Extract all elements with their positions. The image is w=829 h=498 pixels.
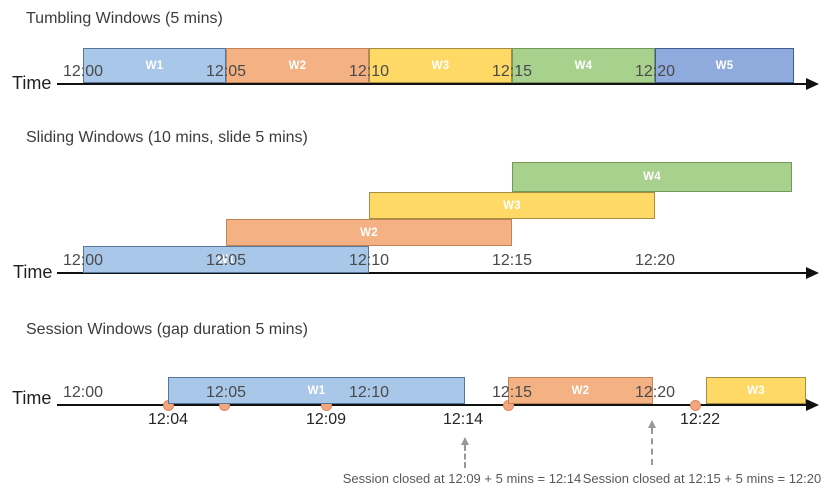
window-label: W3	[747, 384, 765, 397]
axis-arrowhead-icon	[806, 399, 819, 411]
window-label: W2	[360, 226, 378, 239]
dashed-up-arrowhead-icon	[647, 420, 656, 428]
time-axis-label: Time	[12, 388, 52, 408]
time-axis-label: Time	[13, 262, 53, 282]
axis-tick-label: 12:05	[205, 252, 247, 269]
window-bar-w5: W5	[655, 48, 794, 83]
section-title: Sliding Windows (10 mins, slide 5 mins)	[26, 129, 308, 146]
window-label: W1	[145, 59, 164, 72]
dashed-arrow-line	[464, 445, 466, 468]
dashed-up-arrowhead-icon	[460, 437, 469, 445]
window-bar-w3: W3	[369, 192, 655, 219]
window-label: W1	[217, 253, 235, 266]
time-axis-label: Time	[12, 73, 52, 93]
session-closed-annotation: Session closed at 12:09 + 5 mins = 12:14	[342, 471, 582, 486]
axis-tick-label: 12:00	[62, 384, 104, 401]
window-bar-w2: W2	[226, 48, 369, 83]
axis-tick-label: 12:20	[634, 63, 676, 80]
window-label: W1	[307, 384, 326, 397]
time-axis	[57, 272, 806, 274]
event-time-label: 12:14	[442, 411, 484, 428]
section-title: Session Windows (gap duration 5 mins)	[26, 321, 308, 338]
event-time-label: 12:22	[679, 411, 721, 428]
window-bar-w1: W1	[83, 48, 226, 83]
window-label: W3	[431, 59, 450, 72]
axis-tick-label: 12:20	[634, 384, 676, 401]
time-axis	[57, 83, 806, 85]
axis-tick-label: 12:05	[205, 384, 247, 401]
window-label: W4	[643, 171, 661, 183]
axis-tick-label: 12:10	[348, 252, 390, 269]
axis-tick-label: 12:15	[491, 252, 533, 269]
window-bar-w4: W4	[512, 162, 792, 192]
window-label: W5	[715, 59, 734, 72]
event-time-label: 12:09	[305, 411, 347, 428]
axis-tick-label: 12:20	[634, 252, 676, 269]
window-label: W3	[503, 199, 521, 212]
section-title: Tumbling Windows (5 mins)	[26, 10, 223, 27]
axis-tick-label: 12:15	[491, 63, 533, 80]
window-bar-w2: W2	[508, 377, 653, 404]
axis-tick-label: 12:10	[348, 63, 390, 80]
dashed-arrow-line	[651, 428, 653, 465]
window-bar-w4: W4	[512, 48, 655, 83]
axis-tick-label: 12:15	[491, 384, 533, 401]
axis-tick-label: 12:10	[348, 384, 390, 401]
window-bar-w1: W1	[83, 246, 369, 273]
window-bar-w1: W1	[168, 377, 465, 404]
window-label: W2	[288, 59, 307, 72]
event-time-label: 12:04	[147, 411, 189, 428]
event-dot	[689, 399, 701, 411]
window-label: W4	[574, 59, 593, 72]
time-axis	[57, 404, 806, 406]
window-bar-w2: W2	[226, 219, 512, 246]
window-bar-w3: W3	[369, 48, 512, 83]
axis-tick-label: 12:00	[62, 252, 104, 269]
window-bar-w3: W3	[706, 377, 806, 404]
axis-arrowhead-icon	[806, 267, 819, 279]
axis-tick-label: 12:00	[62, 63, 104, 80]
axis-arrowhead-icon	[806, 78, 819, 90]
session-closed-annotation: Session closed at 12:15 + 5 mins = 12:20	[582, 471, 822, 486]
axis-tick-label: 12:05	[205, 63, 247, 80]
window-label: W2	[571, 384, 590, 397]
